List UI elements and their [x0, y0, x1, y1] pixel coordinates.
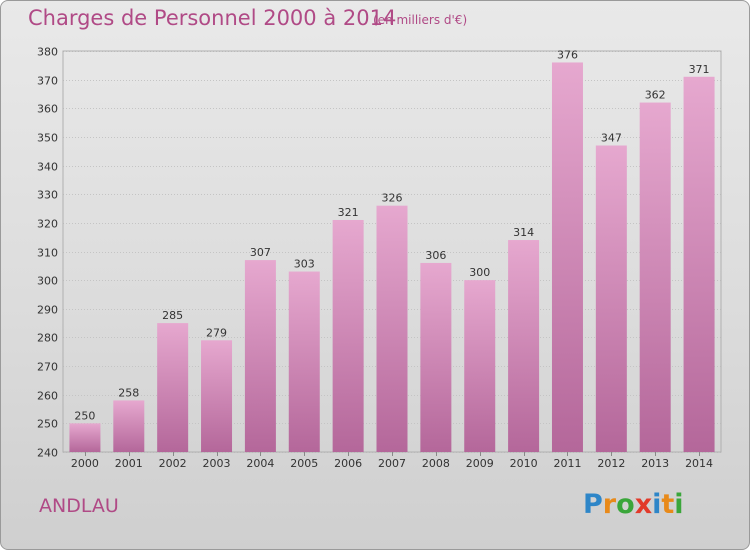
- bar: [551, 62, 583, 452]
- labels: 240 250 260 270 280 290 300 310 320 330 340 350 360 3…: [37, 46, 713, 471]
- logo-letter: P: [583, 489, 603, 520]
- value-label: 307: [250, 246, 271, 259]
- bar: [332, 219, 364, 452]
- bar: [639, 102, 671, 453]
- value-label: 321: [338, 206, 359, 219]
- x-tick-label: 2007: [378, 457, 406, 470]
- y-tick-label: 380: [37, 46, 58, 59]
- value-label: 303: [294, 258, 315, 271]
- logo-letter: o: [616, 489, 635, 520]
- value-label: 362: [645, 89, 666, 102]
- chart-title: Charges de Personnel 2000 à 2014: [28, 6, 397, 30]
- chart-subtitle: (en milliers d'€): [373, 13, 468, 27]
- value-label: 285: [162, 309, 183, 322]
- value-label: 326: [382, 192, 403, 205]
- x-tick-label: 2014: [685, 457, 713, 470]
- value-label: 279: [206, 326, 227, 339]
- bar: [464, 280, 496, 452]
- value-label: 314: [513, 226, 534, 239]
- y-tick-label: 280: [37, 332, 58, 345]
- bar: [244, 260, 276, 452]
- x-tick-label: 2011: [553, 457, 581, 470]
- bar: [201, 340, 233, 452]
- x-tick-label: 2009: [466, 457, 494, 470]
- bar: [420, 262, 452, 452]
- logo-letter: x: [634, 489, 653, 520]
- y-tick-label: 290: [37, 304, 58, 317]
- x-tick-label: 2008: [422, 457, 450, 470]
- x-tick-label: 2010: [510, 457, 538, 470]
- y-tick-label: 340: [37, 161, 58, 174]
- x-tick-label: 2002: [159, 457, 187, 470]
- logo-letter: i: [674, 489, 684, 520]
- bar: [595, 145, 627, 452]
- value-label: 258: [118, 386, 139, 399]
- y-tick-label: 260: [37, 390, 58, 403]
- bar: [376, 205, 408, 452]
- value-label: 347: [601, 132, 622, 145]
- logo-letter: i: [652, 489, 662, 520]
- y-tick-label: 320: [37, 218, 58, 231]
- x-tick-label: 2003: [203, 457, 231, 470]
- y-tick-label: 360: [37, 103, 58, 116]
- value-label: 300: [469, 266, 490, 279]
- value-label: 306: [425, 249, 446, 262]
- x-tick-label: 2013: [641, 457, 669, 470]
- bar: [508, 240, 540, 452]
- bar: [113, 400, 145, 452]
- place-name: ANDLAU: [39, 495, 119, 517]
- bar: [157, 323, 189, 452]
- bar: [288, 271, 320, 452]
- bars: [69, 62, 715, 453]
- x-tick-label: 2001: [115, 457, 143, 470]
- bar: [683, 76, 715, 453]
- x-tick-label: 2004: [246, 457, 274, 470]
- x-tick-label: 2006: [334, 457, 362, 470]
- bar: [69, 423, 101, 452]
- value-label: 376: [557, 48, 578, 61]
- y-tick-label: 370: [37, 75, 58, 88]
- value-label: 250: [74, 409, 95, 422]
- logo-letter: r: [602, 489, 617, 520]
- proxiti-logo: Proxiti: [583, 489, 684, 520]
- y-tick-label: 330: [37, 189, 58, 202]
- y-tick-label: 350: [37, 132, 58, 145]
- y-tick-label: 310: [37, 247, 58, 260]
- value-label: 371: [689, 63, 710, 76]
- y-tick-label: 300: [37, 275, 58, 288]
- y-tick-label: 250: [37, 418, 58, 431]
- x-tick-label: 2012: [597, 457, 625, 470]
- y-tick-label: 270: [37, 361, 58, 374]
- y-tick-label: 240: [37, 447, 58, 460]
- x-tick-label: 2005: [290, 457, 318, 470]
- logo-letter: t: [661, 489, 675, 520]
- x-tick-label: 2000: [71, 457, 99, 470]
